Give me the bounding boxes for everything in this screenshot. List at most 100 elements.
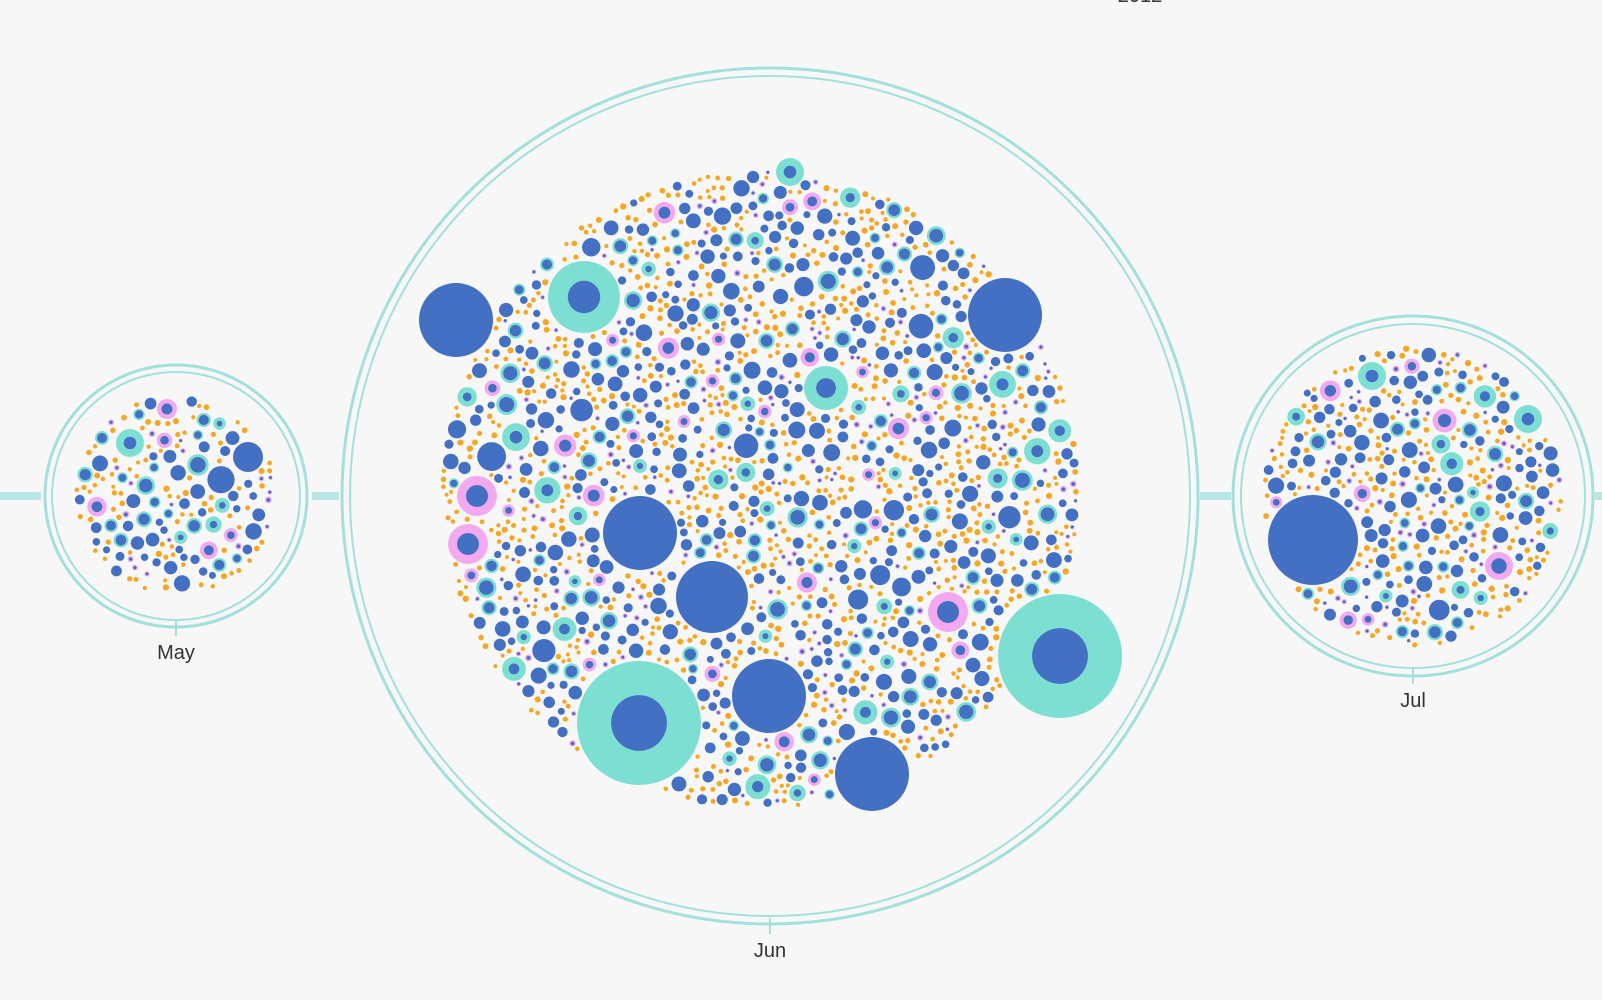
data-bubble[interactable] (499, 606, 509, 616)
data-bubble[interactable] (562, 336, 568, 342)
data-bubble[interactable] (115, 551, 125, 561)
data-bubble[interactable] (728, 456, 734, 462)
data-bubble[interactable] (657, 315, 663, 322)
data-bubble[interactable] (958, 465, 964, 471)
data-bubble[interactable] (787, 507, 808, 528)
data-bubble[interactable] (741, 622, 754, 636)
data-bubble[interactable] (892, 577, 911, 597)
data-bubble[interactable] (534, 696, 541, 703)
data-bubble[interactable] (1495, 386, 1501, 392)
data-bubble[interactable] (542, 279, 549, 286)
data-bubble[interactable] (759, 181, 766, 188)
data-bubble[interactable] (1458, 521, 1463, 527)
data-bubble[interactable] (77, 466, 93, 483)
data-bubble[interactable] (829, 499, 836, 506)
data-bubble[interactable] (710, 234, 723, 247)
data-bubble[interactable] (249, 492, 258, 500)
data-bubble[interactable] (1495, 493, 1506, 504)
data-bubble[interactable] (897, 483, 903, 488)
data-bubble[interactable] (636, 223, 650, 236)
data-bubble[interactable] (1267, 477, 1285, 494)
data-bubble[interactable] (766, 367, 778, 378)
data-bubble[interactable] (873, 414, 888, 429)
data-bubble[interactable] (447, 420, 467, 439)
data-bubble[interactable] (562, 350, 570, 357)
data-bubble[interactable] (989, 596, 998, 604)
data-bubble[interactable] (821, 314, 827, 319)
data-bubble[interactable] (757, 645, 763, 651)
data-bubble[interactable] (1022, 509, 1029, 516)
data-bubble[interactable] (758, 629, 773, 643)
data-bubble[interactable] (912, 485, 918, 492)
data-bubble[interactable] (1053, 451, 1059, 457)
data-bubble[interactable] (718, 385, 725, 391)
data-bubble[interactable] (518, 455, 525, 461)
data-bubble[interactable] (1440, 452, 1464, 476)
data-bubble[interactable] (646, 291, 657, 303)
data-bubble[interactable] (904, 206, 910, 213)
data-bubble[interactable] (1035, 530, 1041, 536)
data-bubble[interactable] (945, 507, 951, 513)
data-bubble[interactable] (662, 624, 678, 640)
data-bubble[interactable] (1045, 492, 1053, 500)
data-bubble[interactable] (935, 463, 943, 471)
data-bubble[interactable] (1404, 575, 1413, 585)
data-bubble[interactable] (802, 669, 814, 680)
data-bubble[interactable] (844, 212, 849, 217)
data-bubble[interactable] (610, 485, 618, 494)
data-bubble[interactable] (828, 768, 834, 775)
data-bubble[interactable] (951, 671, 956, 676)
data-bubble[interactable] (515, 651, 522, 657)
data-bubble[interactable] (999, 423, 1006, 431)
data-bubble[interactable] (259, 539, 265, 545)
data-bubble[interactable] (1431, 502, 1437, 508)
data-bubble[interactable] (842, 542, 847, 547)
data-bubble[interactable] (607, 451, 615, 458)
data-bubble[interactable] (528, 453, 533, 458)
data-bubble[interactable] (1400, 402, 1405, 407)
data-bubble[interactable] (1471, 581, 1478, 587)
data-bubble[interactable] (559, 525, 566, 532)
data-bubble[interactable] (528, 547, 533, 553)
data-bubble[interactable] (225, 431, 240, 446)
data-bubble[interactable] (685, 189, 694, 198)
data-bubble[interactable] (1510, 538, 1516, 544)
data-bubble[interactable] (592, 429, 607, 444)
data-bubble[interactable] (474, 404, 484, 414)
data-bubble[interactable] (930, 736, 935, 742)
data-bubble[interactable] (934, 657, 940, 663)
data-bubble[interactable] (1370, 633, 1376, 639)
data-bubble[interactable] (794, 749, 807, 762)
data-bubble[interactable] (832, 201, 839, 207)
data-bubble[interactable] (696, 342, 710, 356)
data-bubble[interactable] (871, 246, 885, 260)
data-bubble[interactable] (629, 444, 644, 459)
data-bubble[interactable] (482, 643, 489, 650)
data-bubble[interactable] (759, 301, 766, 307)
data-bubble[interactable] (537, 411, 555, 429)
data-bubble[interactable] (561, 659, 566, 664)
data-bubble[interactable] (633, 614, 640, 621)
data-bubble[interactable] (784, 263, 795, 273)
data-bubble[interactable] (680, 539, 693, 551)
data-bubble[interactable] (562, 257, 567, 262)
data-bubble[interactable] (1450, 603, 1459, 611)
data-bubble[interactable] (1515, 463, 1524, 473)
data-bubble[interactable] (952, 575, 957, 580)
data-bubble[interactable] (592, 573, 606, 587)
data-bubble[interactable] (1348, 365, 1354, 371)
data-bubble[interactable] (561, 381, 567, 387)
data-bubble[interactable] (884, 317, 896, 328)
data-bubble[interactable] (990, 686, 995, 692)
data-bubble[interactable] (1389, 546, 1395, 552)
data-bubble[interactable] (1454, 494, 1465, 506)
data-bubble[interactable] (966, 458, 972, 464)
data-bubble[interactable] (654, 362, 665, 372)
data-bubble[interactable] (493, 638, 506, 651)
data-bubble[interactable] (747, 294, 753, 300)
data-bubble[interactable] (445, 515, 451, 521)
data-bubble[interactable] (1006, 446, 1019, 459)
data-bubble[interactable] (1486, 483, 1494, 491)
data-bubble[interactable] (1476, 374, 1483, 382)
data-bubble[interactable] (652, 447, 661, 457)
